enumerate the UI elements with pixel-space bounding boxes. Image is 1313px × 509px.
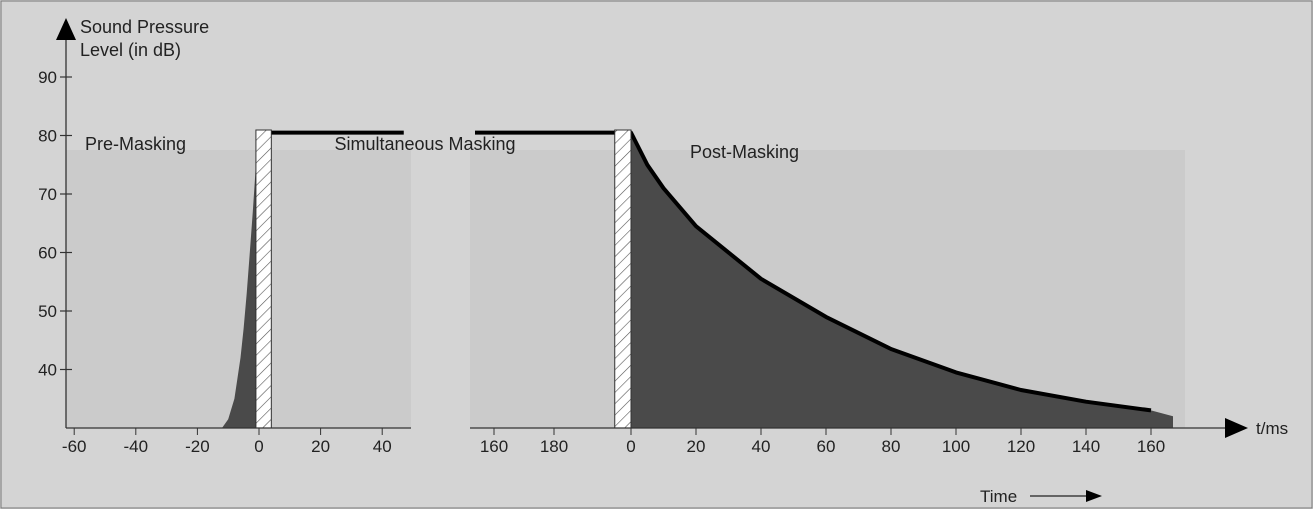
y-tick-label: 90 [38,68,57,87]
pre-masking-area [222,135,259,428]
region-label-simultaneous-masking: Simultaneous Masking [334,134,515,154]
x-tick-label: 60 [817,437,836,456]
y-tick-label: 70 [38,185,57,204]
post-masking-area [631,132,1173,428]
x-axis-arrowhead [1225,418,1248,438]
x-tick-label: 120 [1007,437,1035,456]
x-tick-label: 160 [480,437,508,456]
masker-onset-bar [255,129,272,429]
y-tick-label: 50 [38,302,57,321]
x-tick-label: 20 [687,437,706,456]
x-tick-label: 20 [311,437,330,456]
masker-offset-bar [614,129,632,429]
x-tick-label: 0 [626,437,635,456]
time-label: Time [980,487,1017,506]
x-tick-label: 40 [752,437,771,456]
x-tick-label: 160 [1137,437,1165,456]
y-tick-label: 40 [38,361,57,380]
x-tick-label: 140 [1072,437,1100,456]
region-label-post-masking: Post-Masking [690,142,799,162]
y-axis-label-line1: Sound Pressure [80,17,209,37]
x-tick-label: -60 [62,437,87,456]
x-tick-label: 80 [882,437,901,456]
x-tick-label: -20 [185,437,210,456]
y-tick-label: 60 [38,244,57,263]
x-tick-label: 180 [540,437,568,456]
region-label-pre-masking: Pre-Masking [85,134,186,154]
y-axis-label-line2: Level (in dB) [80,40,181,60]
x-tick-label: 0 [254,437,263,456]
time-arrowhead [1086,490,1102,502]
x-tick-label: 100 [942,437,970,456]
y-tick-label: 80 [38,127,57,146]
post-masking-curve [618,130,1152,413]
x-tick-label: -40 [124,437,149,456]
x-tick-label: 40 [373,437,392,456]
x-unit-label: t/ms [1256,419,1288,438]
y-axis-arrowhead [56,18,76,40]
